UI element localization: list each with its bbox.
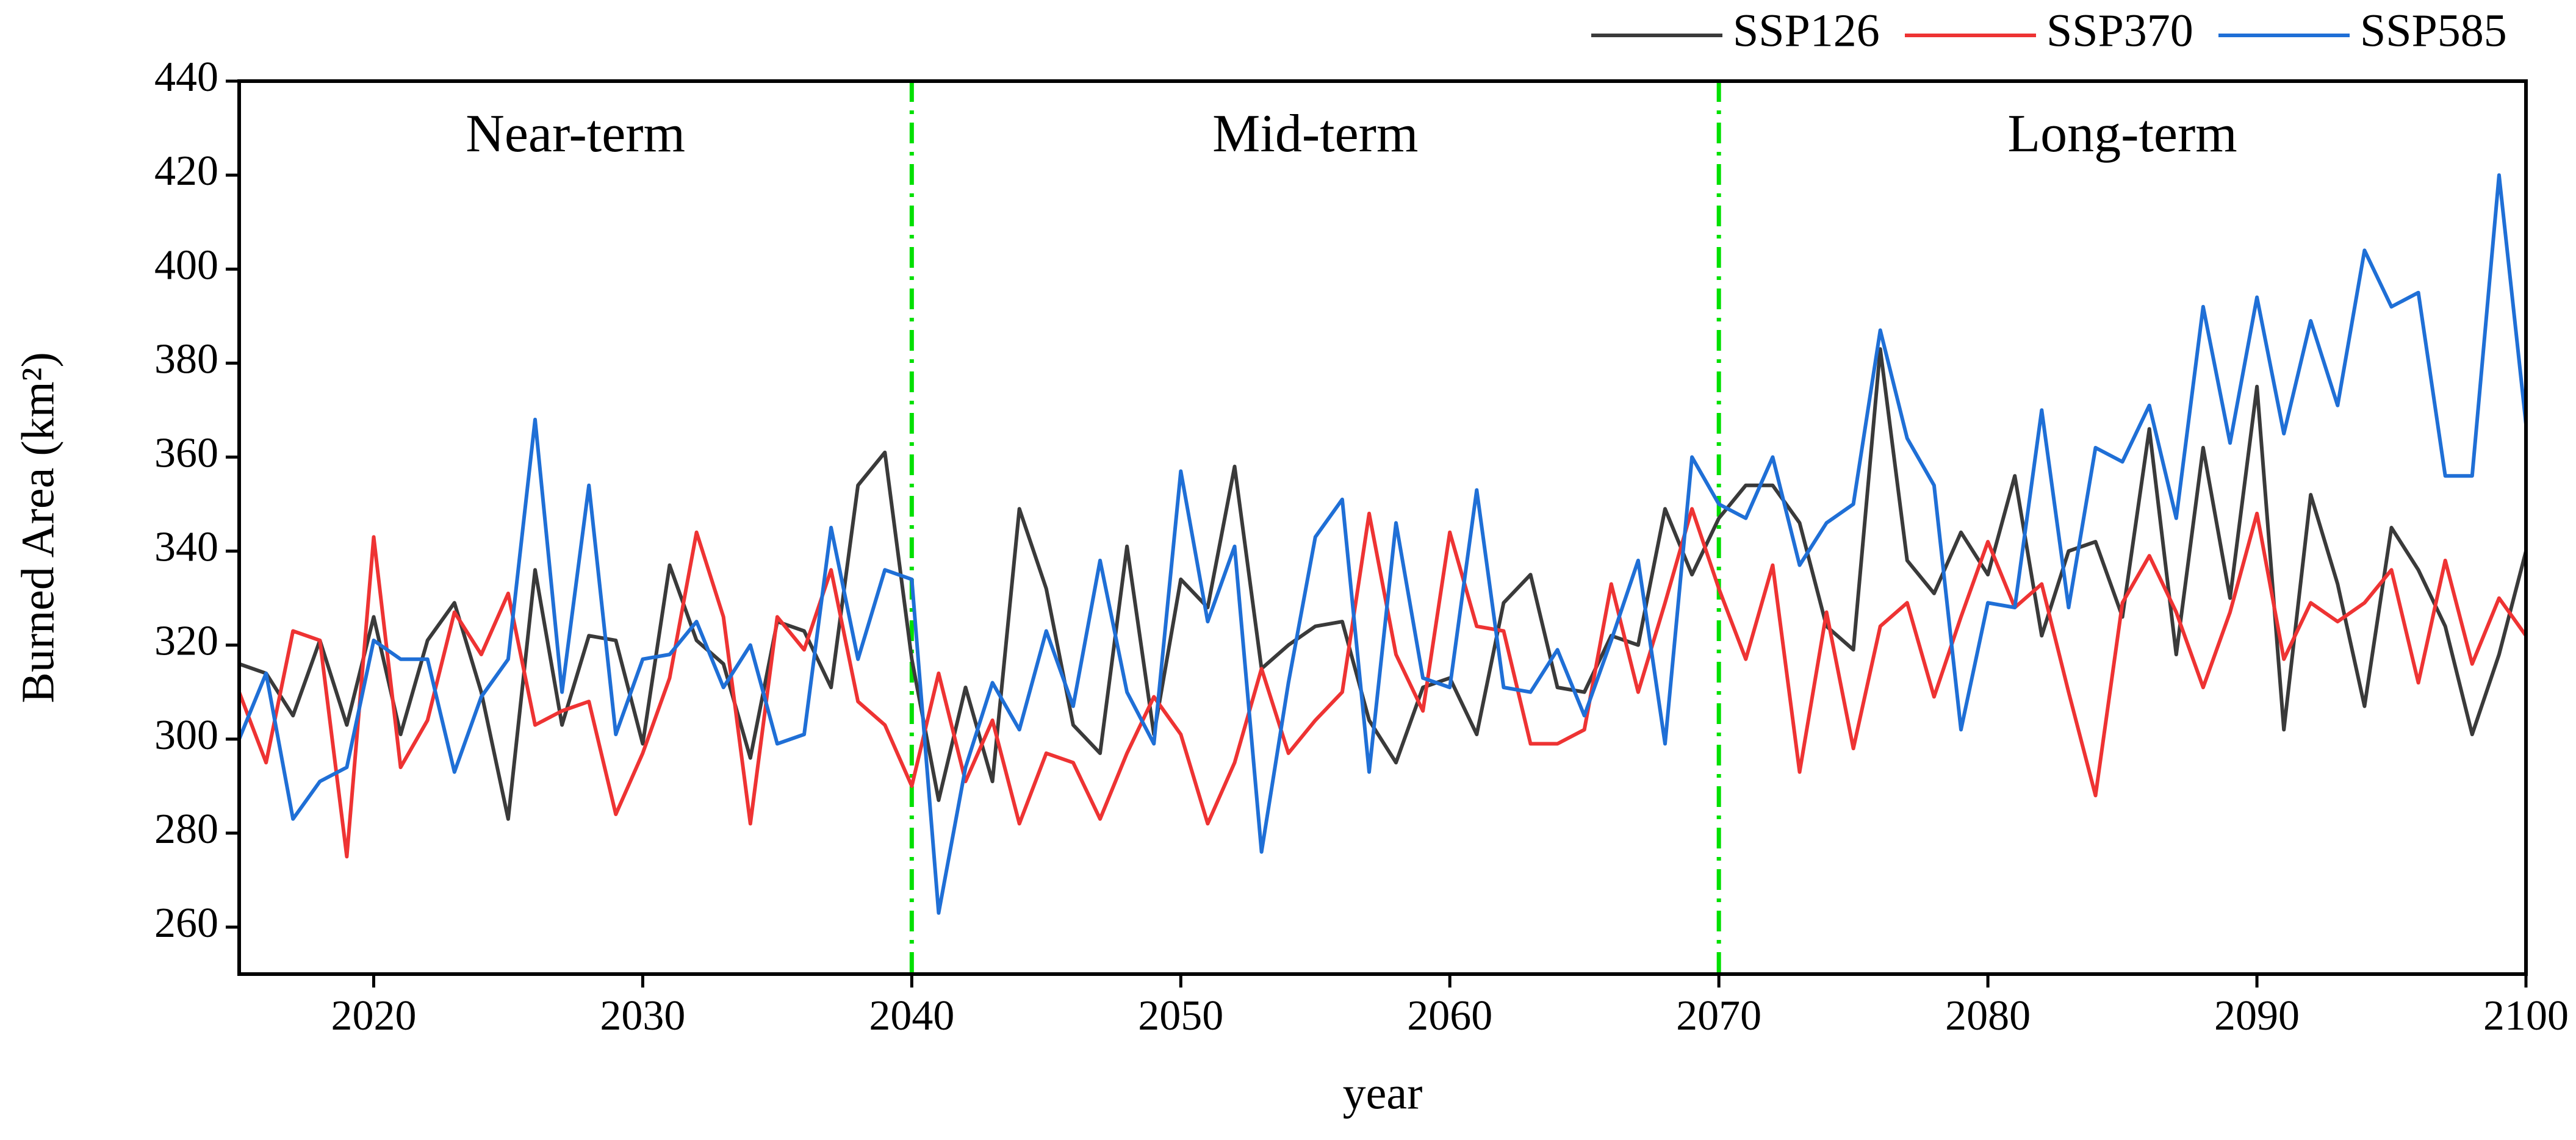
region-label: Mid-term: [1212, 104, 1418, 163]
y-tick-label: 260: [154, 900, 218, 947]
series-line: [239, 347, 2528, 821]
y-tick-label: 400: [154, 242, 218, 289]
series-line: [237, 173, 2528, 915]
y-tick-label: 380: [154, 335, 218, 382]
plot-frame: [237, 79, 2528, 976]
y-tick-label: 280: [154, 806, 218, 853]
x-tick-label: 2090: [2214, 992, 2300, 1039]
legend-label: SSP585: [2360, 5, 2507, 56]
region-label: Near-term: [466, 104, 685, 163]
region-label: Long-term: [2007, 104, 2237, 163]
y-tick-label: 360: [154, 429, 218, 476]
x-tick-label: 2040: [869, 992, 954, 1039]
y-tick-label: 440: [154, 54, 218, 101]
y-axis-label: Burned Area (km²): [12, 352, 63, 703]
x-axis-label: year: [1343, 1067, 1423, 1119]
x-tick-label: 2070: [1676, 992, 1761, 1039]
x-tick-label: 2020: [331, 992, 416, 1039]
legend-label: SSP126: [1733, 5, 1880, 56]
y-tick-label: 320: [154, 618, 218, 665]
series-line: [237, 507, 2528, 859]
legend-label: SSP370: [2046, 5, 2193, 56]
x-tick-label: 2100: [2483, 992, 2569, 1039]
y-tick-label: 340: [154, 524, 218, 571]
y-tick-label: 420: [154, 148, 218, 195]
x-tick-label: 2060: [1407, 992, 1492, 1039]
x-tick-label: 2050: [1138, 992, 1223, 1039]
x-tick-label: 2080: [1945, 992, 2031, 1039]
y-tick-label: 300: [154, 712, 218, 759]
x-tick-label: 2030: [600, 992, 685, 1039]
